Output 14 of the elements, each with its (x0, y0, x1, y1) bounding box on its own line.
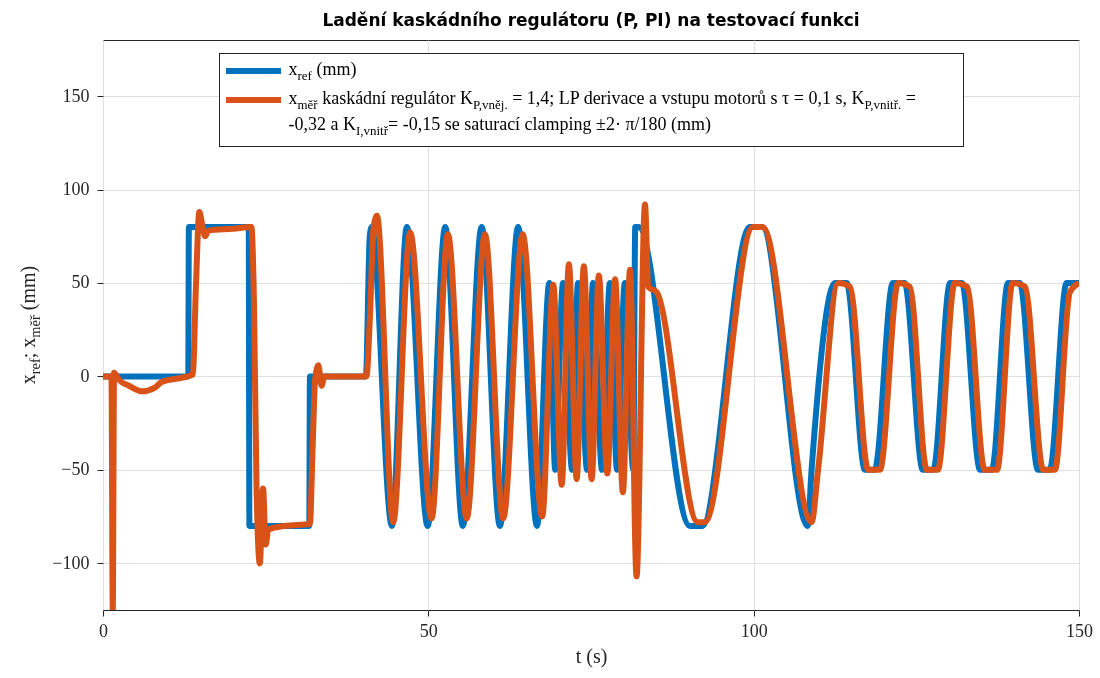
x-axis-title: t (s) (575, 644, 608, 668)
y-tick-label: 100 (62, 179, 90, 200)
legend-label: x$_{ref}$ (mm) (288, 59, 357, 85)
x-tick-label: 150 (1066, 620, 1093, 641)
y-tick-label: −100 (52, 552, 90, 573)
y-tick-label: 50 (71, 272, 90, 293)
x-tick-label: 100 (740, 620, 768, 641)
y-tick-label: −50 (61, 459, 90, 480)
legend-box: x$_{ref}$ (mm) x$_{měř}$ kaskádní regulátor K$_{P,vněj.}$ = 1,4; LP derivace a vstupu motorů s τ = 0,1 s, K$_{P,vnitř.}$ = -0,32 a K$_{I,vnitř}$= -0,15 se saturací clamping ±2· π/180 (mm) (218, 53, 964, 147)
y-tick-label: 150 (62, 85, 90, 106)
chart-title: Ladění kaskádního regulátoru (P, PI) na testovací funkci (322, 10, 860, 30)
x-tick-label: 50 (419, 620, 438, 641)
x-tick-label: 0 (99, 620, 108, 641)
y-tick-label: 0 (80, 365, 90, 386)
